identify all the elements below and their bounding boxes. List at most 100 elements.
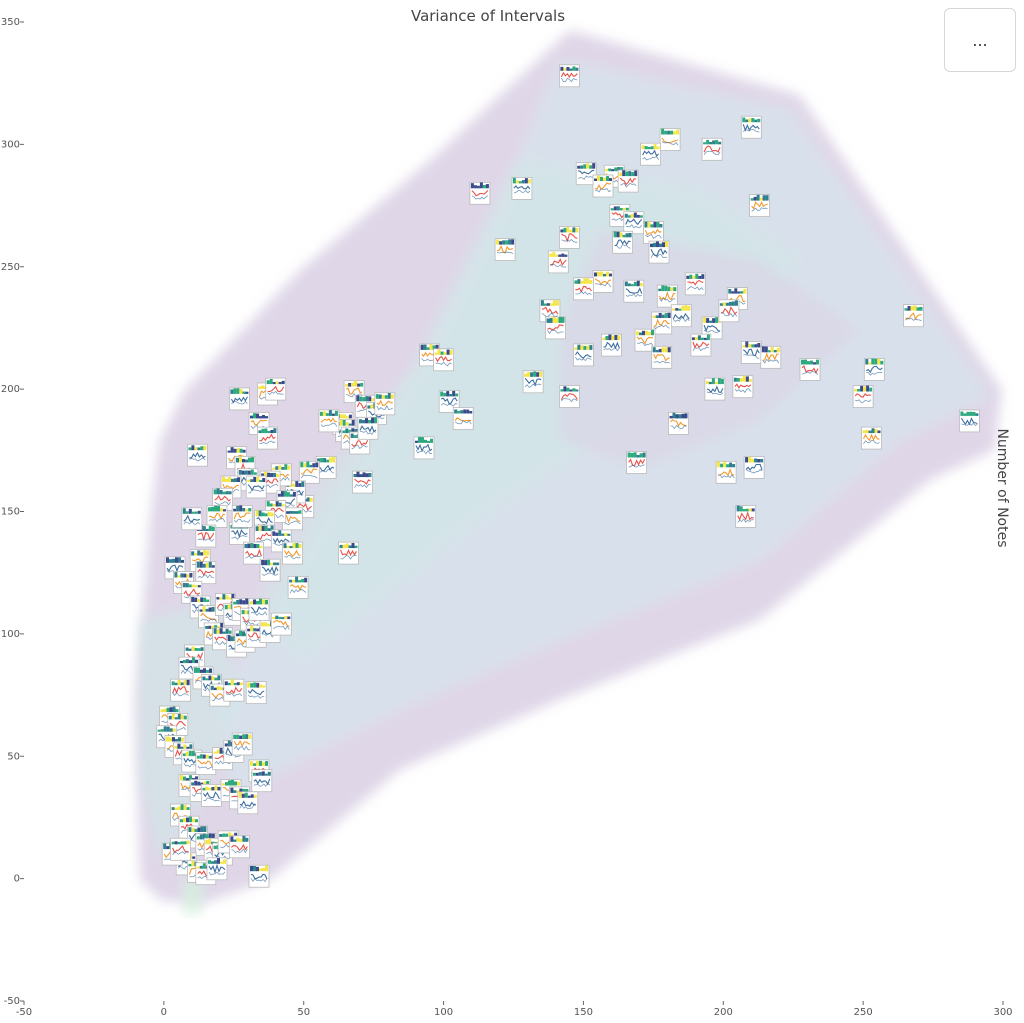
- point-thumbnail[interactable]: [559, 64, 580, 88]
- point-thumbnail[interactable]: [701, 137, 723, 161]
- point-thumbnail[interactable]: [206, 857, 228, 881]
- point-thumbnail[interactable]: [684, 272, 706, 296]
- point-thumbnail[interactable]: [318, 409, 340, 433]
- point-thumbnail[interactable]: [438, 389, 460, 413]
- point-thumbnail[interactable]: [198, 605, 220, 629]
- point-thumbnail[interactable]: [256, 426, 278, 450]
- point-thumbnail[interactable]: [626, 451, 647, 474]
- point-thumbnail[interactable]: [640, 142, 661, 166]
- point-thumbnail[interactable]: [648, 240, 670, 264]
- point-thumbnail[interactable]: [270, 463, 292, 487]
- point-thumbnail[interactable]: [231, 732, 253, 756]
- point-thumbnail[interactable]: [559, 385, 580, 408]
- point-thumbnail[interactable]: [718, 299, 740, 323]
- point-thumbnail[interactable]: [248, 598, 270, 621]
- thumbnail-bar: [743, 288, 747, 294]
- point-thumbnail[interactable]: [298, 460, 320, 484]
- point-thumbnail[interactable]: [186, 443, 208, 467]
- point-thumbnail[interactable]: [573, 343, 594, 367]
- point-thumbnail[interactable]: [959, 409, 980, 433]
- point-thumbnail[interactable]: [575, 162, 597, 186]
- point-thumbnail[interactable]: [433, 348, 455, 372]
- point-thumbnail[interactable]: [248, 864, 270, 888]
- point-thumbnail[interactable]: [212, 487, 234, 511]
- point-thumbnail[interactable]: [223, 678, 245, 702]
- thumbnail-bar: [748, 456, 752, 463]
- point-thumbnail[interactable]: [668, 411, 689, 435]
- point-thumbnail[interactable]: [352, 470, 373, 494]
- point-thumbnail[interactable]: [749, 194, 770, 218]
- point-thumbnail[interactable]: [690, 333, 712, 357]
- point-thumbnail[interactable]: [559, 225, 580, 249]
- point-thumbnail[interactable]: [539, 299, 561, 323]
- point-thumbnail[interactable]: [195, 561, 217, 585]
- thumbnail-bar: [236, 448, 240, 453]
- point-thumbnail[interactable]: [245, 475, 267, 499]
- point-thumbnail[interactable]: [259, 558, 281, 582]
- thumbnail-bar: [667, 347, 671, 353]
- point-thumbnail[interactable]: [863, 358, 885, 381]
- point-thumbnail[interactable]: [623, 279, 645, 303]
- point-thumbnail[interactable]: [732, 375, 754, 399]
- point-thumbnail[interactable]: [338, 541, 359, 565]
- point-thumbnail[interactable]: [735, 504, 757, 528]
- point-thumbnail[interactable]: [251, 769, 273, 793]
- point-thumbnail[interactable]: [612, 230, 633, 254]
- point-thumbnail[interactable]: [743, 455, 765, 479]
- point-thumbnail[interactable]: [287, 576, 309, 599]
- point-thumbnail[interactable]: [573, 277, 594, 301]
- point-thumbnail[interactable]: [469, 181, 491, 205]
- point-thumbnail[interactable]: [315, 455, 337, 479]
- point-thumbnail[interactable]: [592, 174, 614, 198]
- point-thumbnail[interactable]: [740, 340, 762, 364]
- point-thumbnail[interactable]: [651, 311, 673, 335]
- point-thumbnail[interactable]: [704, 377, 726, 401]
- point-thumbnail[interactable]: [623, 211, 645, 235]
- point-thumbnail[interactable]: [228, 387, 250, 411]
- point-thumbnail[interactable]: [547, 250, 569, 274]
- point-thumbnail[interactable]: [656, 284, 678, 308]
- point-thumbnail[interactable]: [254, 524, 276, 548]
- menu-button[interactable]: ...: [944, 8, 1016, 72]
- point-thumbnail[interactable]: [592, 269, 614, 293]
- point-thumbnail[interactable]: [740, 115, 762, 139]
- point-thumbnail[interactable]: [617, 169, 639, 193]
- point-thumbnail[interactable]: [670, 304, 692, 328]
- point-thumbnail[interactable]: [170, 837, 192, 861]
- point-thumbnail[interactable]: [511, 176, 533, 200]
- point-thumbnail[interactable]: [237, 791, 259, 815]
- point-thumbnail[interactable]: [522, 370, 544, 394]
- point-thumbnail[interactable]: [228, 835, 250, 859]
- point-thumbnail[interactable]: [452, 407, 474, 430]
- point-thumbnail[interactable]: [270, 612, 292, 636]
- point-thumbnail[interactable]: [231, 504, 253, 528]
- point-thumbnail[interactable]: [861, 426, 882, 450]
- point-thumbnail[interactable]: [181, 507, 203, 531]
- point-thumbnail[interactable]: [799, 358, 821, 381]
- point-thumbnail[interactable]: [715, 460, 737, 484]
- point-thumbnail[interactable]: [206, 504, 228, 528]
- point-thumbnail[interactable]: [651, 345, 673, 369]
- thumbnail-bar: [348, 429, 352, 434]
- point-thumbnail[interactable]: [634, 328, 656, 352]
- point-thumbnail[interactable]: [545, 316, 566, 340]
- point-thumbnail[interactable]: [282, 541, 303, 565]
- thumbnail-bar: [636, 331, 639, 336]
- point-thumbnail[interactable]: [413, 436, 435, 460]
- point-thumbnail[interactable]: [170, 678, 192, 702]
- point-thumbnail[interactable]: [242, 541, 264, 565]
- point-thumbnail[interactable]: [357, 416, 379, 440]
- point-thumbnail[interactable]: [601, 333, 622, 357]
- point-thumbnail[interactable]: [245, 681, 267, 704]
- point-thumbnail[interactable]: [195, 752, 217, 775]
- point-thumbnail[interactable]: [200, 784, 222, 807]
- point-thumbnail[interactable]: [643, 221, 664, 244]
- point-thumbnail[interactable]: [494, 238, 516, 262]
- point-thumbnail[interactable]: [659, 128, 681, 151]
- point-thumbnail[interactable]: [852, 385, 874, 408]
- point-thumbnail[interactable]: [903, 304, 924, 328]
- point-thumbnail[interactable]: [265, 377, 287, 401]
- point-thumbnail[interactable]: [374, 392, 396, 416]
- thumbnail-bar: [202, 863, 206, 869]
- point-thumbnail[interactable]: [760, 345, 782, 369]
